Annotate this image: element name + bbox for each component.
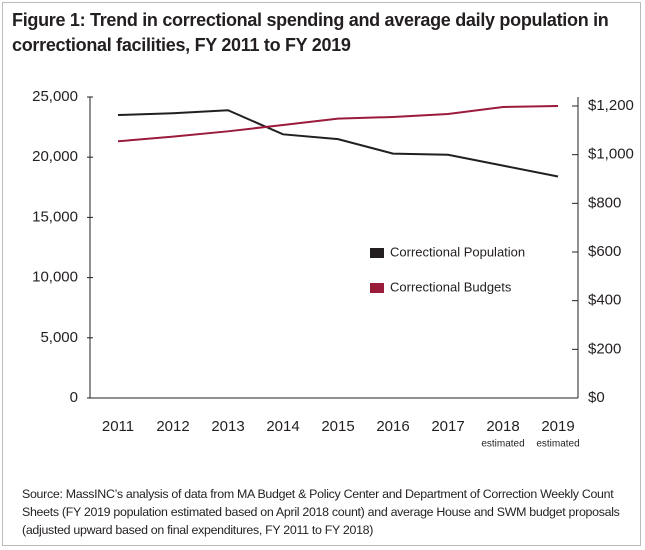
x-tick-label: 2017 — [431, 418, 464, 435]
y2-tick-label: $200 — [588, 340, 621, 357]
y-tick-label: 10,000 — [32, 269, 78, 286]
x-tick-label: 2014 — [266, 418, 299, 435]
y-tick-label: 15,000 — [32, 208, 78, 225]
y2-tick-label: $1,000 — [588, 146, 634, 163]
x-tick-label: 2018 — [486, 418, 519, 435]
legend-label: Correctional Budgets — [390, 279, 512, 294]
frame — [2, 2, 641, 546]
series-line — [117, 109, 559, 178]
x-tick-label: 2015 — [321, 418, 354, 435]
legend-label: Correctional Population — [390, 244, 525, 259]
y2-tick-label: $1,200 — [588, 97, 634, 114]
source-note: Source: MassINC’s analysis of data from … — [22, 487, 620, 537]
x-tick-label: 2016 — [376, 418, 409, 435]
y-tick-label: 0 — [70, 389, 78, 406]
legend-swatch — [370, 283, 384, 293]
y2-tick-label: $600 — [588, 243, 621, 260]
x-tick-note: estimated — [536, 439, 579, 450]
chart-title: Figure 1: Trend in correctional spending… — [12, 10, 609, 55]
y-tick-label: 5,000 — [40, 329, 78, 346]
x-tick-label: 2011 — [102, 418, 134, 435]
x-tick-label: 2013 — [211, 418, 244, 435]
x-tick-label: 2012 — [156, 418, 189, 435]
series-line — [117, 105, 559, 143]
legend-swatch — [370, 248, 384, 258]
y2-tick-label: $800 — [588, 194, 621, 211]
y2-tick-label: $400 — [588, 292, 621, 309]
y-tick-label: 20,000 — [32, 148, 78, 165]
chart: 0 5,000 10,000 15,000 20,000 25,000 $0 $200 $400… — [32, 88, 634, 450]
x-tick-note: estimated — [481, 439, 524, 450]
y-tick-label: 25,000 — [32, 88, 78, 105]
y2-tick-label: $0 — [588, 389, 605, 406]
x-tick-label: 2019 — [541, 418, 574, 435]
